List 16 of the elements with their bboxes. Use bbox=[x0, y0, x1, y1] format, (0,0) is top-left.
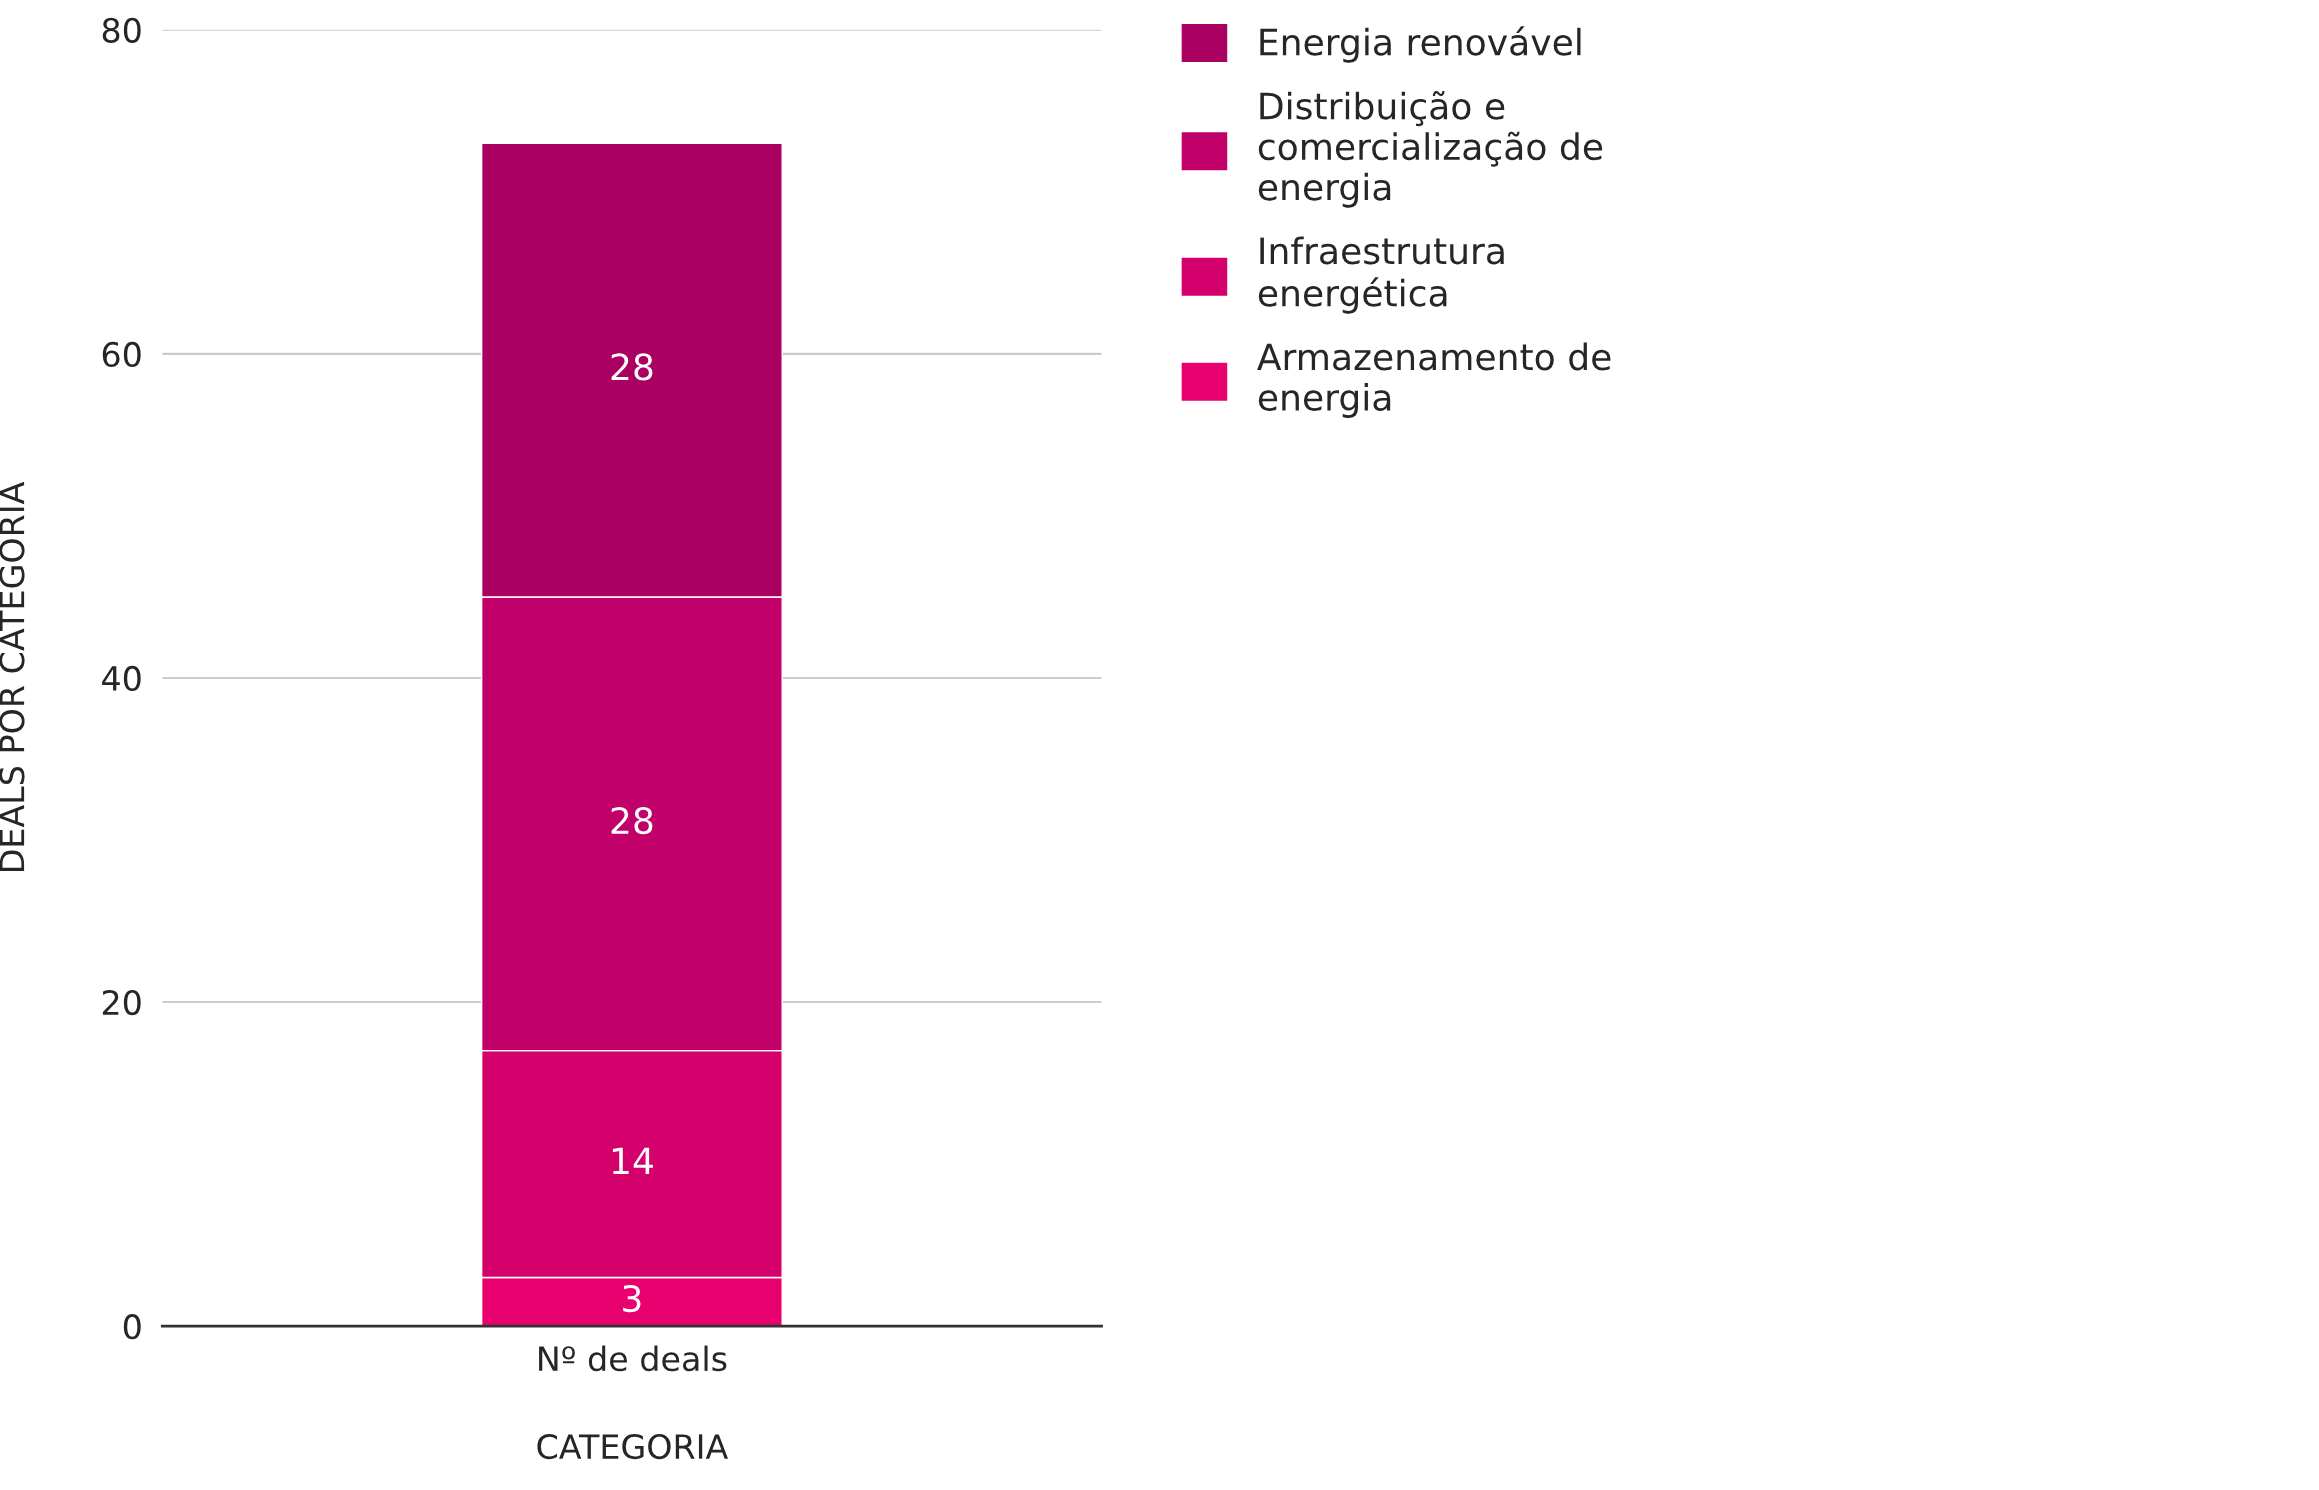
y-tick-label: 80 bbox=[102, 17, 141, 43]
data-label: 28 bbox=[611, 806, 653, 835]
legend-label: Distribuição e comercialização de energia bbox=[1258, 91, 1603, 208]
legend-label: Armazenamento de energia bbox=[1257, 342, 1611, 418]
data-label: 14 bbox=[612, 1147, 653, 1175]
y-tick-label: 40 bbox=[102, 665, 141, 692]
y-axis-title: DEALS POR CATEGORIA bbox=[0, 481, 25, 872]
data-label: 3 bbox=[623, 1284, 641, 1313]
legend-label: Infraestrutura energética bbox=[1258, 236, 1504, 314]
y-tick-label: 60 bbox=[102, 341, 141, 368]
data-label: 28 bbox=[611, 353, 653, 381]
y-tick-label: 20 bbox=[102, 989, 141, 1016]
legend-label: Energia renovável bbox=[1260, 26, 1581, 63]
y-tick-label: 0 bbox=[123, 1314, 141, 1340]
x-axis-title: CATEGORIA bbox=[537, 1433, 729, 1460]
x-tick-label: Nº de deals bbox=[539, 1345, 727, 1372]
